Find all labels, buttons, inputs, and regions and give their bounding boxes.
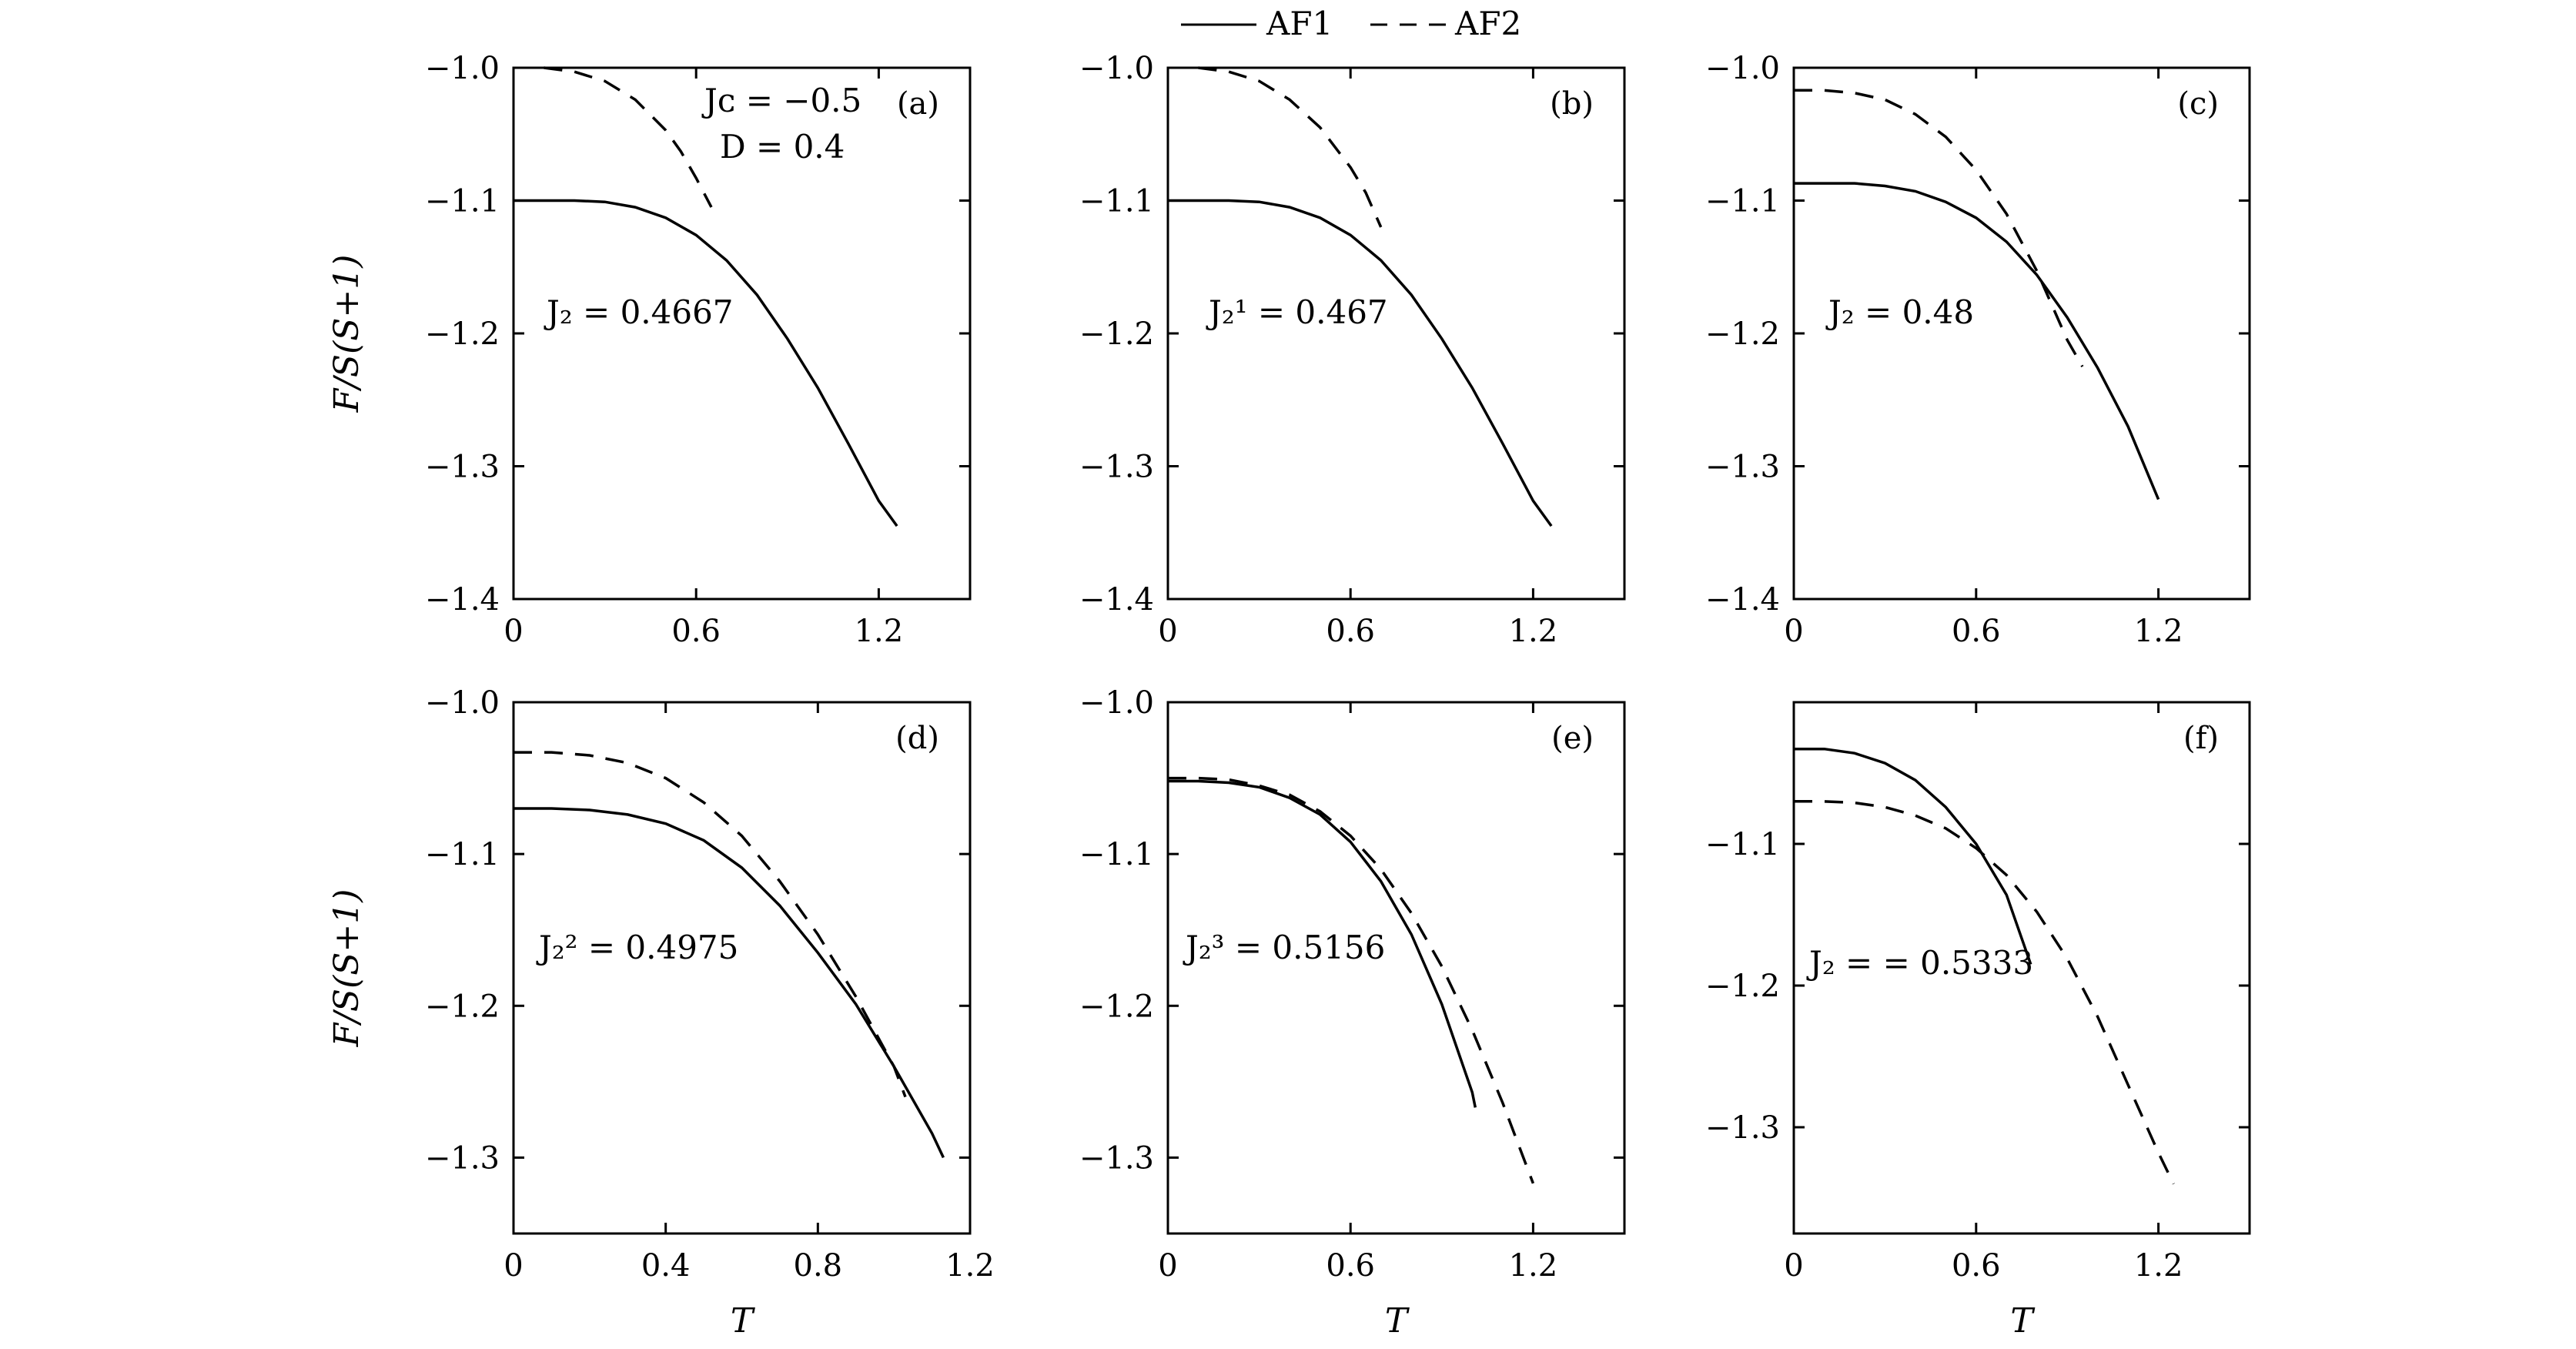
x-tick-label: 0 — [1158, 614, 1177, 649]
series-af2-line — [1168, 776, 1535, 1184]
x-tick-label: 0.6 — [1952, 1248, 2001, 1284]
annotation: J₂ = 0.4667 — [544, 293, 734, 331]
y-tick-label: −1.3 — [425, 1140, 500, 1176]
panel-e: 0 0.6 1.2 −1.0 −1.1 −1.2 −1.3 (e) J₂³ = 0.5156 T — [1079, 685, 1626, 1341]
y-tick-label: −1.3 — [1705, 450, 1780, 485]
y-tick-label: −1.1 — [425, 837, 500, 872]
y-tick-label: −1.0 — [1079, 51, 1154, 86]
panel-b: 0 0.6 1.2 −1.0 −1.1 −1.2 −1.3 −1.4 (b) J₂¹ = 0.46… — [1079, 51, 1626, 649]
series-af2-line — [544, 66, 713, 208]
y-tick-label: −1.1 — [1079, 837, 1154, 872]
series-af2-line — [514, 751, 907, 1098]
x-axis-label: T — [2010, 1301, 2036, 1341]
series-af1-line — [514, 807, 945, 1159]
y-tick-label: −1.3 — [1079, 450, 1154, 485]
annotation: J₂³ = 0.5156 — [1183, 929, 1385, 966]
y-tick-label: −1.0 — [1079, 685, 1154, 721]
series-af1-line — [1794, 747, 2032, 965]
y-tick-label: −1.1 — [425, 184, 500, 219]
y-axis-label: F/S(S+1) — [327, 889, 366, 1048]
panel-label: (d) — [895, 721, 939, 756]
panel-a: 0 0.6 1.2 −1.0 −1.1 −1.2 −1.3 −1.4 (a) J₂ = 0.466… — [327, 51, 972, 649]
x-tick-label: 1.2 — [1509, 1248, 1558, 1284]
x-tick-label: 0 — [1784, 614, 1803, 649]
y-tick-label: −1.3 — [1079, 1140, 1154, 1176]
y-axis-label: F/S(S+1) — [327, 255, 366, 413]
plot-frame — [1792, 701, 2251, 1235]
panel-c: 0 0.6 1.2 −1.0 −1.1 −1.2 −1.3 −1.4 (c) J₂ = 0.48 — [1705, 51, 2251, 649]
series-af1-line — [1168, 199, 1553, 527]
legend-label-af2: AF2 — [1454, 5, 1521, 42]
x-tick-label: 0 — [503, 614, 523, 649]
y-tick-label: −1.2 — [1079, 316, 1154, 352]
x-tick-label: 0 — [1158, 1248, 1177, 1284]
x-tick-label: 1.2 — [1509, 614, 1558, 649]
y-tick-label: −1.4 — [425, 582, 500, 618]
series-af1-line — [1168, 779, 1477, 1108]
x-tick-label: 1.2 — [855, 614, 904, 649]
panel-d: 0 0.4 0.8 1.2 −1.0 −1.1 −1.2 −1.3 (d) J₂² = 0.497… — [327, 685, 995, 1341]
annotation: J₂ = 0.48 — [1825, 293, 1974, 331]
y-tick-label: −1.0 — [1705, 51, 1780, 86]
x-tick-label: 1.2 — [2134, 1248, 2183, 1284]
x-tick-label: 0.6 — [1326, 1248, 1375, 1284]
x-tick-label: 0.6 — [671, 614, 721, 649]
annotation: J₂¹ = 0.467 — [1206, 293, 1388, 331]
x-tick-label: 1.2 — [945, 1248, 995, 1284]
panel-label: (a) — [897, 86, 939, 122]
panels: 0 0.6 1.2 −1.0 −1.1 −1.2 −1.3 −1.4 (a) J₂ = 0.466… — [327, 51, 2251, 1341]
y-tick-label: −1.0 — [425, 51, 500, 86]
x-tick-label: 0.4 — [641, 1248, 691, 1284]
y-tick-label: −1.2 — [1079, 989, 1154, 1024]
x-tick-label: 0.6 — [1952, 614, 2001, 649]
y-tick-label: −1.2 — [425, 989, 500, 1024]
legend: AF1 AF2 — [1181, 5, 1521, 42]
x-tick-label: 0.6 — [1326, 614, 1375, 649]
y-tick-label: −1.1 — [1079, 184, 1154, 219]
panel-f: 0 0.6 1.2 −1.1 −1.2 −1.3 (f) J₂ = = 0.5333 T — [1705, 701, 2251, 1341]
x-axis-label: T — [731, 1301, 756, 1341]
plot-frame — [512, 701, 972, 1235]
series-af2-line — [1198, 66, 1383, 228]
annotation: J₂² = 0.4975 — [536, 929, 738, 966]
y-tick-label: −1.2 — [1705, 969, 1780, 1004]
plot-frame — [1166, 66, 1626, 601]
annotation: J₂ = = 0.5333 — [1806, 944, 2033, 982]
series-af2-line — [1794, 89, 2084, 367]
panel-label: (b) — [1550, 86, 1594, 122]
y-tick-label: −1.3 — [1705, 1110, 1780, 1146]
y-tick-label: −1.4 — [1705, 582, 1780, 618]
legend-label-af1: AF1 — [1266, 5, 1333, 42]
x-tick-label: 1.2 — [2134, 614, 2183, 649]
annotation: Jᴄ = −0.5 — [701, 82, 861, 119]
annotation: D = 0.4 — [720, 128, 845, 166]
y-tick-label: −1.0 — [425, 685, 500, 721]
y-tick-label: −1.4 — [1079, 582, 1154, 618]
x-axis-label: T — [1385, 1301, 1410, 1341]
x-tick-label: 0 — [1784, 1248, 1803, 1284]
panel-label: (e) — [1551, 721, 1594, 756]
series-af2-line — [1794, 800, 2175, 1185]
y-tick-label: −1.3 — [425, 450, 500, 485]
plot-frame — [1792, 66, 2251, 601]
panel-label: (c) — [2177, 86, 2219, 122]
y-tick-label: −1.1 — [1705, 184, 1780, 219]
x-tick-label: 0.8 — [794, 1248, 843, 1284]
y-tick-label: −1.1 — [1705, 827, 1780, 862]
series-af1-line — [514, 199, 898, 527]
series-af1-line — [1794, 182, 2160, 500]
y-tick-label: −1.2 — [425, 316, 500, 352]
panel-label: (f) — [2183, 721, 2219, 756]
plot-frame — [1166, 701, 1626, 1235]
x-tick-label: 0 — [503, 1248, 523, 1284]
y-tick-label: −1.2 — [1705, 316, 1780, 352]
